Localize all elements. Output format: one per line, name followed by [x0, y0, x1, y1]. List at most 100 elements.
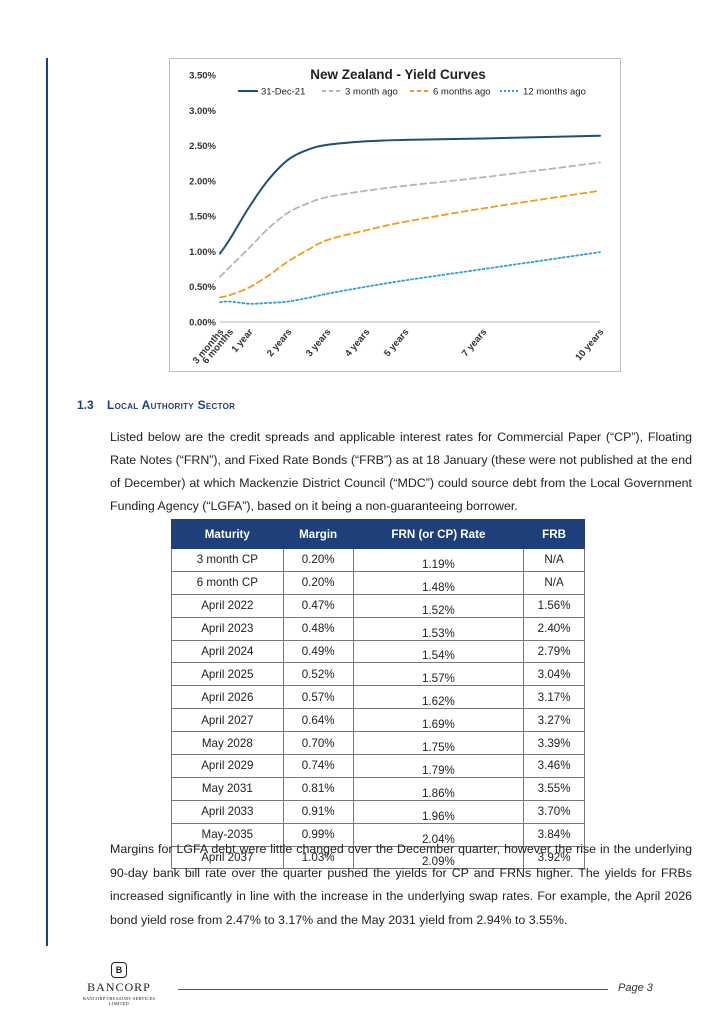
- cell-frb: 3.04%: [523, 662, 585, 687]
- cell-frb: 3.70%: [523, 799, 585, 824]
- y-tick-label: 1.50%: [189, 212, 216, 223]
- cell-maturity: April 2037: [171, 845, 284, 870]
- x-tick-label: 7 years: [460, 327, 489, 359]
- table-row: 3 month CP 0.20% 1.19% N/A: [171, 548, 585, 572]
- table-row: April 2024 0.49% 1.54% 2.79%: [171, 639, 585, 664]
- cell-frn-rate: 2.09%: [352, 845, 525, 870]
- cell-frn-rate: 1.96%: [352, 799, 525, 824]
- cell-margin: 0.64%: [282, 708, 354, 733]
- chart-title: New Zealand - Yield Curves: [310, 67, 486, 82]
- cell-frn-rate: 1.19%: [352, 548, 525, 572]
- cell-maturity: April 2024: [171, 639, 284, 664]
- cell-maturity: May 2031: [171, 776, 284, 801]
- cell-frn-rate: 1.48%: [352, 570, 525, 595]
- cell-maturity: April 2023: [171, 616, 284, 641]
- cell-frb: 3.55%: [523, 776, 585, 801]
- cell-margin: 0.57%: [282, 685, 354, 710]
- cell-margin: 0.74%: [282, 754, 354, 778]
- cell-frb: 3.84%: [523, 822, 585, 847]
- legend-label-1: 31-Dec-21: [261, 87, 305, 98]
- table-row: April 2037 1.03% 2.09% 3.92%: [171, 845, 585, 870]
- table-row: April 2025 0.52% 1.57% 3.04%: [171, 662, 585, 687]
- cell-margin: 0.47%: [282, 593, 354, 618]
- cell-frn-rate: 1.79%: [352, 754, 525, 778]
- header-margin: Margin: [282, 519, 354, 549]
- cell-frb: 1.56%: [523, 593, 585, 618]
- legend-label-4: 12 months ago: [523, 87, 586, 98]
- table-row: 6 month CP 0.20% 1.48% N/A: [171, 570, 585, 595]
- table-body: 3 month CP 0.20% 1.19% N/A 6 month CP 0.20% 1.…: [171, 548, 585, 870]
- cell-maturity: April 2027: [171, 708, 284, 733]
- cell-maturity: April 2029: [171, 754, 284, 778]
- y-tick-label: 3.50%: [189, 71, 216, 82]
- series-line-4: [219, 251, 601, 305]
- cell-frb: N/A: [523, 570, 585, 595]
- section-title: Local Authority Sector: [107, 398, 236, 412]
- section-number: 1.3: [77, 398, 94, 412]
- cell-maturity: April 2025: [171, 662, 284, 687]
- cell-margin: 1.03%: [282, 845, 354, 870]
- table-row: May 2028 0.70% 1.75% 3.39%: [171, 731, 585, 756]
- series-line-3: [219, 189, 601, 299]
- cell-frb: 3.92%: [523, 845, 585, 870]
- cell-margin: 0.20%: [282, 548, 354, 572]
- series-line-1: [219, 134, 601, 255]
- intro-paragraph: Listed below are the credit spreads and …: [110, 430, 692, 513]
- table-row: April 2033 0.91% 1.96% 3.70%: [171, 799, 585, 824]
- table-row: April 2023 0.48% 1.53% 2.40%: [171, 616, 585, 641]
- cell-margin: 0.81%: [282, 776, 354, 801]
- cell-maturity: April 2033: [171, 799, 284, 824]
- yield-curve-chart-svg: New Zealand - Yield Curves 0.00% 0.50% 1.00…: [189, 67, 606, 366]
- cell-maturity: April 2026: [171, 685, 284, 710]
- table-row: April 2029 0.74% 1.79% 3.46%: [171, 754, 585, 778]
- cell-frb: 3.17%: [523, 685, 585, 710]
- bancorp-logo: B BANCORP BANCORP TREASURY SERVICES LIMI…: [80, 962, 158, 1006]
- legend-label-3: 6 months ago: [433, 87, 491, 98]
- x-tick-label: 5 years: [382, 327, 411, 359]
- cell-frn-rate: 1.75%: [352, 731, 525, 756]
- cell-frn-rate: 1.53%: [352, 616, 525, 641]
- y-tick-label: 0.50%: [189, 282, 216, 293]
- y-tick-label: 0.00%: [189, 318, 216, 329]
- cell-frb: 3.27%: [523, 708, 585, 733]
- legend-label-2: 3 month ago: [345, 87, 398, 98]
- lgfa-rates-table: Maturity Margin FRN (or CP) Rate FRB 3 m…: [171, 519, 585, 870]
- header-frb: FRB: [523, 519, 585, 549]
- logo-brand: BANCORP: [87, 980, 151, 994]
- y-tick-label: 2.50%: [189, 141, 216, 152]
- cell-maturity: 3 month CP: [171, 548, 284, 572]
- table-row: May 2031 0.81% 1.86% 3.55%: [171, 776, 585, 801]
- cell-margin: 0.20%: [282, 570, 354, 595]
- y-tick-label: 1.00%: [189, 247, 216, 258]
- cell-frb: N/A: [523, 548, 585, 572]
- cell-margin: 0.70%: [282, 731, 354, 756]
- table-row: April 2027 0.64% 1.69% 3.27%: [171, 708, 585, 733]
- page-number: Page 3: [618, 982, 653, 994]
- header-frn-rate: FRN (or CP) Rate: [352, 519, 525, 549]
- cell-frn-rate: 1.86%: [352, 776, 525, 801]
- cell-frb: 3.39%: [523, 731, 585, 756]
- yield-curve-chart: New Zealand - Yield Curves 0.00% 0.50% 1.00…: [169, 58, 621, 372]
- x-tick-label: 1 year: [229, 327, 255, 355]
- logo-mark: B: [111, 962, 127, 978]
- cell-maturity: 6 month CP: [171, 570, 284, 595]
- cell-margin: 0.48%: [282, 616, 354, 641]
- footer-rule: [178, 989, 608, 990]
- section-heading: 1.3 Local Authority Sector: [77, 398, 235, 412]
- cell-margin: 0.91%: [282, 799, 354, 824]
- cell-frb: 2.40%: [523, 616, 585, 641]
- cell-frb: 3.46%: [523, 754, 585, 778]
- table-row: May-2035 0.99% 2.04% 3.84%: [171, 822, 585, 847]
- header-maturity: Maturity: [171, 519, 284, 549]
- cell-frb: 2.79%: [523, 639, 585, 664]
- y-tick-label: 3.00%: [189, 106, 216, 117]
- cell-margin: 0.52%: [282, 662, 354, 687]
- cell-frn-rate: 1.62%: [352, 685, 525, 710]
- table-header-row: Maturity Margin FRN (or CP) Rate FRB: [171, 519, 585, 549]
- cell-frn-rate: 1.57%: [352, 662, 525, 687]
- cell-frn-rate: 1.52%: [352, 593, 525, 618]
- cell-frn-rate: 1.69%: [352, 708, 525, 733]
- cell-maturity: May 2028: [171, 731, 284, 756]
- x-tick-label: 3 years: [304, 327, 333, 359]
- left-margin-rule: [46, 58, 48, 946]
